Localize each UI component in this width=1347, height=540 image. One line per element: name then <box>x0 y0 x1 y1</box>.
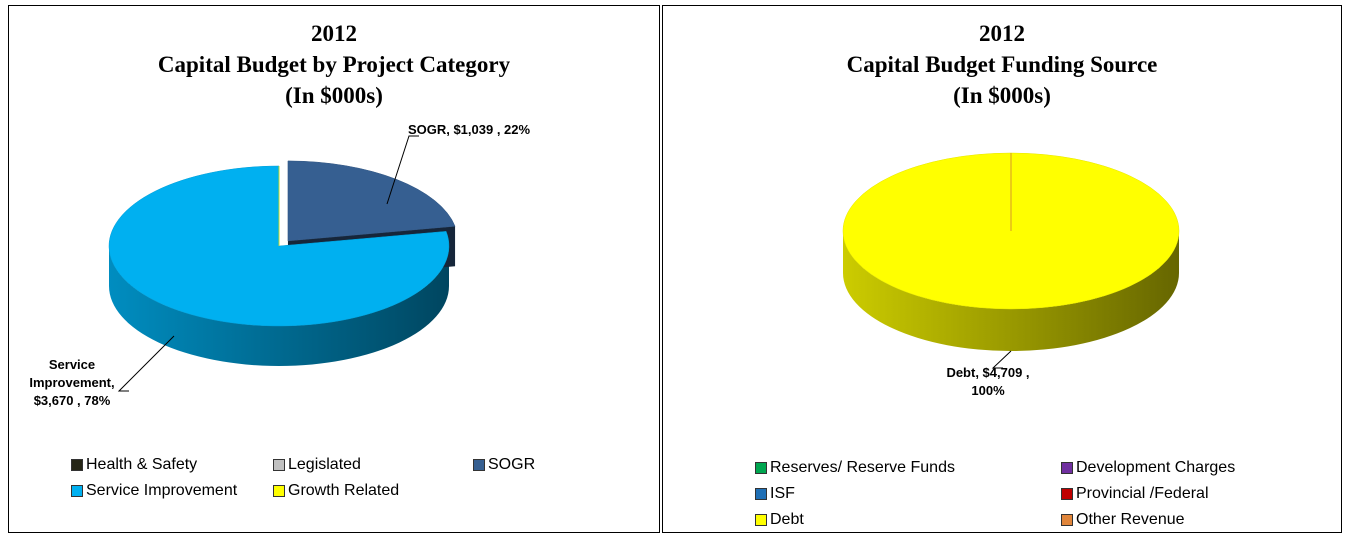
legend-item: Legislated <box>273 456 361 474</box>
legend-item: Provincial /Federal <box>1061 485 1209 503</box>
legend-label: SOGR <box>488 456 536 473</box>
legend-label: Growth Related <box>288 482 400 499</box>
legend-swatch <box>71 485 83 497</box>
legend-swatch <box>755 514 767 526</box>
legend-item: Reserves/ Reserve Funds <box>755 459 955 477</box>
slice-side <box>843 231 1179 351</box>
legend-label: Other Revenue <box>1076 511 1185 528</box>
legend-swatch <box>755 488 767 500</box>
slice-side <box>109 246 449 366</box>
legend-swatch <box>273 485 285 497</box>
title-line: (In $000s) <box>285 83 383 108</box>
legend-item: Health & Safety <box>71 456 197 474</box>
legend-label: Service Improvement <box>86 482 238 499</box>
legend-label: Health & Safety <box>86 456 198 473</box>
title-line: 2012 <box>311 21 357 46</box>
legend-item: ISF <box>755 485 795 503</box>
legend-swatch <box>1061 488 1073 500</box>
leader-line <box>117 335 175 392</box>
legend-item: Development Charges <box>1061 459 1235 477</box>
legend-item: Growth Related <box>273 482 399 500</box>
legend-item: SOGR <box>473 456 535 474</box>
slice <box>108 165 450 327</box>
chart-title: 2012 Capital Budget by Project Category (I… <box>9 18 659 111</box>
legend-label: Reserves/ Reserve Funds <box>770 459 955 476</box>
data-label: Service Improvement, $3,670 , 78% <box>29 357 115 408</box>
data-label: Debt, $4,709 , 100% <box>946 365 1030 398</box>
title-line: Capital Budget Funding Source <box>846 52 1158 77</box>
legend-swatch <box>1061 462 1073 474</box>
legend-item: Debt <box>755 511 804 529</box>
legend-label: Legislated <box>288 456 361 473</box>
pie-area <box>842 152 1180 369</box>
chart-panel: 2012 Capital Budget Funding Source (In $00… <box>662 5 1342 533</box>
leader-line <box>991 350 1012 369</box>
legend-item: Service Improvement <box>71 482 237 500</box>
title-line: 2012 <box>979 21 1025 46</box>
pie-area <box>108 135 456 392</box>
title-line: (In $000s) <box>953 83 1051 108</box>
chart-title: 2012 Capital Budget Funding Source (In $00… <box>663 18 1341 111</box>
title-line: Capital Budget by Project Category <box>157 52 511 77</box>
legend-label: Provincial /Federal <box>1076 485 1209 502</box>
chart-panel: 2012 Capital Budget by Project Category (I… <box>8 5 660 533</box>
legend-label: Development Charges <box>1076 459 1236 476</box>
legend-item: Other Revenue <box>1061 511 1185 529</box>
legend-swatch <box>71 459 83 471</box>
data-label: SOGR, $1,039 , 22% <box>407 122 531 137</box>
legend-label: ISF <box>770 485 795 502</box>
legend-swatch <box>755 462 767 474</box>
legend-swatch <box>273 459 285 471</box>
legend-swatch <box>1061 514 1073 526</box>
leader-line <box>386 135 419 205</box>
legend-swatch <box>473 459 485 471</box>
slice <box>287 160 456 242</box>
legend-label: Debt <box>770 511 804 528</box>
